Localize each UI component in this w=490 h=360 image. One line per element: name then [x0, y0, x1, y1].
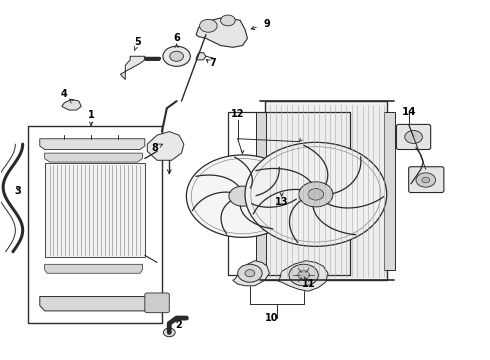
- Circle shape: [299, 182, 333, 207]
- Polygon shape: [45, 264, 143, 273]
- Polygon shape: [196, 53, 206, 60]
- Polygon shape: [40, 139, 145, 149]
- Circle shape: [289, 264, 318, 286]
- Text: 6: 6: [173, 33, 180, 43]
- Polygon shape: [62, 99, 81, 110]
- Circle shape: [238, 264, 262, 282]
- Circle shape: [416, 173, 436, 187]
- Circle shape: [298, 271, 310, 279]
- Bar: [384, 112, 395, 270]
- Circle shape: [308, 189, 324, 200]
- Polygon shape: [196, 17, 247, 47]
- Bar: [256, 112, 267, 270]
- Text: 11: 11: [302, 279, 315, 289]
- Bar: [45, 163, 145, 257]
- Polygon shape: [233, 261, 270, 286]
- Circle shape: [170, 51, 183, 61]
- FancyBboxPatch shape: [396, 125, 431, 149]
- Bar: [265, 101, 387, 280]
- Text: 10: 10: [265, 313, 279, 323]
- Circle shape: [220, 15, 235, 26]
- Polygon shape: [40, 297, 152, 311]
- Circle shape: [229, 186, 256, 206]
- Bar: [27, 126, 162, 323]
- Bar: [228, 112, 350, 275]
- FancyBboxPatch shape: [145, 293, 169, 313]
- Circle shape: [186, 155, 299, 237]
- Text: 1: 1: [88, 111, 95, 121]
- Circle shape: [199, 19, 217, 32]
- Circle shape: [422, 177, 430, 183]
- Text: 7: 7: [210, 58, 217, 68]
- Circle shape: [405, 131, 422, 143]
- Text: 12: 12: [231, 109, 245, 119]
- Text: 9: 9: [264, 19, 270, 29]
- Polygon shape: [45, 153, 143, 162]
- Polygon shape: [277, 261, 328, 291]
- Circle shape: [163, 46, 190, 66]
- Text: 2: 2: [175, 320, 182, 330]
- Polygon shape: [147, 132, 184, 160]
- Text: 3: 3: [14, 186, 21, 196]
- Text: 4: 4: [61, 89, 68, 99]
- Circle shape: [245, 142, 387, 246]
- Text: 14: 14: [401, 107, 416, 117]
- Circle shape: [163, 328, 175, 337]
- Polygon shape: [121, 56, 145, 80]
- FancyBboxPatch shape: [409, 167, 444, 193]
- Circle shape: [245, 270, 255, 277]
- Text: 5: 5: [134, 37, 141, 47]
- Text: 8: 8: [151, 143, 158, 153]
- Text: 13: 13: [275, 197, 289, 207]
